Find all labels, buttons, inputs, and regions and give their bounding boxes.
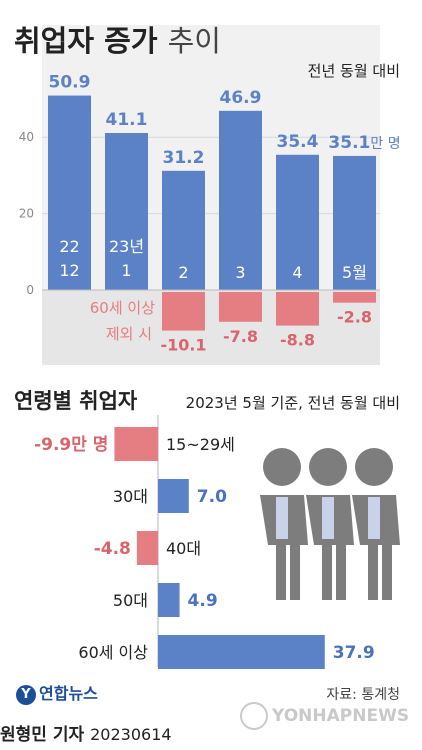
chart1-category-label: 3 (235, 263, 245, 282)
chart2-category-label: 15~29세 (166, 435, 235, 454)
chart2-category-label: 50대 (113, 591, 148, 610)
chart2-category-label: 30대 (113, 487, 148, 506)
chart1-value-label: 41.1 (106, 110, 148, 130)
chart1-neg-value-label: -2.8 (337, 308, 372, 327)
page-title: 취업자 증가 추이 (14, 24, 221, 58)
chart1-subtitle: 전년 동월 대비 (307, 62, 400, 80)
chart2-bar (136, 531, 158, 565)
chart2-value-label: -9.9만 명 (34, 435, 108, 455)
chart1-value-label: 35.4 (277, 132, 319, 152)
chart1-neg-value-label: -7.8 (223, 327, 258, 346)
chart2-value-label: 4.9 (188, 591, 218, 611)
chart1-unit-label: 만 명 (370, 136, 400, 152)
chart1-y-tick-label: 20 (19, 207, 34, 221)
yonhap-logo-icon: Y (16, 684, 36, 705)
yonhap-logo: Y 연합뉴스 (16, 680, 98, 705)
chart1-bar (333, 155, 376, 290)
section2-subtitle: 2023년 5월 기준, 전년 동월 대비 (185, 394, 400, 412)
chart2-value-label: 37.9 (333, 643, 375, 663)
chart1-category-label: 12 (59, 261, 79, 280)
section2-title: 연령별 취업자 (14, 389, 138, 413)
author-credit: 원형민 기자 20230614 (0, 725, 172, 745)
chart1-neg-value-label: -8.8 (280, 331, 315, 350)
chart1-bar (48, 95, 91, 290)
chart1-category-label: 4 (292, 263, 302, 282)
chart1-category-label: 22 (59, 237, 79, 256)
chart2-bar (158, 583, 180, 617)
chart1-y-tick-label: 0 (26, 283, 34, 297)
chart1-negative-zone (42, 290, 380, 365)
chart1-bar (105, 132, 148, 290)
chart1-category-label: 1 (121, 261, 131, 280)
chart1-svg: 40 20 0 50.9 22 12 41.1 23년 1 31.2 2 -10.1 46.9 3 -7.8… (19, 73, 401, 355)
chart2-bar (114, 427, 158, 461)
watermark: YONHAPNEWS (240, 702, 409, 730)
chart1-value-label: 50.9 (49, 73, 91, 93)
chart2-svg: 15~29세 -9.9만 명 30대 7.0 40대 -4.8 50대 4.9 60세 이상 37… (34, 415, 375, 669)
chart1-category-label: 5월 (342, 263, 367, 282)
chart1-bar (219, 110, 262, 290)
chart1-category-label: 2 (178, 263, 188, 282)
chart1-neg-bar (162, 292, 205, 331)
chart1-neg-bar (219, 292, 262, 322)
chart2-category-label: 40대 (166, 539, 201, 558)
chart1-bar (276, 154, 319, 290)
chart2-value-label: 7.0 (197, 487, 227, 507)
chart2-category-label: 60세 이상 (78, 643, 148, 662)
people-group-icon (260, 448, 400, 600)
watermark-ring-icon (240, 702, 268, 730)
chart1-series-label: 제외 시 (106, 325, 152, 343)
chart1-series-label: 60세 이상 (90, 299, 155, 317)
chart1-value-label: 31.2 (163, 148, 205, 168)
chart1-category-label: 23년 (109, 237, 144, 256)
chart2-bar (158, 479, 189, 513)
chart1-value-label: 46.9 (220, 88, 262, 108)
chart1-value-label: 35.1만 명 (328, 133, 400, 153)
chart1-y-tick-label: 40 (19, 130, 34, 144)
chart2-bar (158, 635, 325, 669)
chart1-neg-bar (333, 292, 376, 303)
chart1-neg-bar (276, 292, 319, 326)
chart2-value-label: -4.8 (94, 539, 131, 559)
chart1-neg-value-label: -10.1 (160, 336, 206, 355)
source-note: 자료: 통계청 (326, 687, 400, 703)
chart1-bar (162, 170, 205, 290)
